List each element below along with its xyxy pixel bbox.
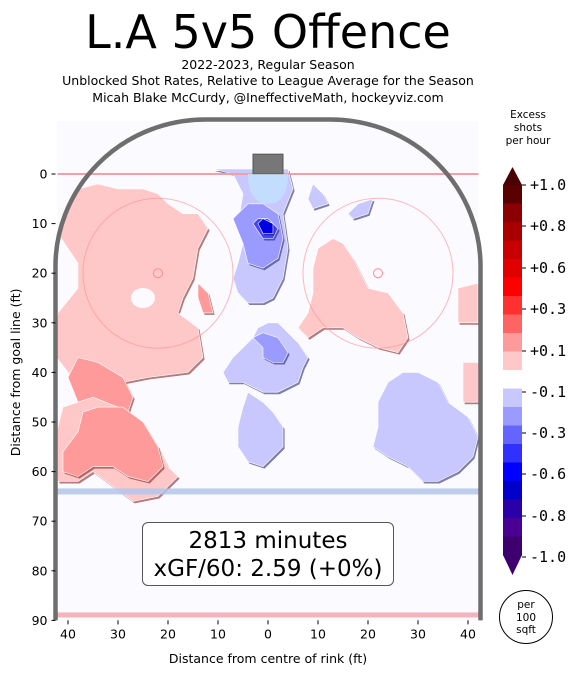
heatmap-region: [462, 362, 481, 403]
colorbar-swatch: [503, 425, 522, 445]
minutes-label: 2813 minutes: [188, 528, 348, 554]
axes: 40 30 20 10 0 10 20 30 40 0 10 20 30 40 50 60 70 80 90 Dist…: [8, 167, 476, 667]
x-tick-label: 20: [360, 626, 376, 641]
colorbar-swatch: [503, 185, 522, 204]
xgf-label: xGF/60: 2.59 (+0%): [153, 556, 383, 582]
colorbar-title-line: shots: [513, 122, 543, 134]
y-tick-label: 0: [40, 167, 48, 182]
colorbar-tick-label: -0.1: [530, 383, 566, 401]
colorbar-tick-label: +0.8: [530, 217, 566, 235]
colorbar-swatch: [503, 203, 522, 223]
red-line: [57, 612, 479, 618]
x-tick-label: 20: [160, 626, 176, 641]
summary-box: 2813 minutes xGF/60: 2.59 (+0%): [142, 522, 394, 586]
rink-markings: [53, 117, 483, 621]
x-tick-label: 10: [310, 626, 326, 641]
y-tick-label: 20: [32, 266, 48, 281]
x-tick-label: 40: [60, 626, 76, 641]
y-tick-label: 30: [32, 315, 48, 330]
heatmap-region: [232, 203, 284, 269]
heatmap-region: [347, 198, 374, 219]
colorbar-tick-label: +0.3: [530, 300, 566, 318]
heatmap-region: [297, 238, 409, 353]
colorbar-tick-label: +1.0: [530, 176, 566, 194]
y-tick-label: 60: [32, 464, 48, 479]
heatmap-regions: [55, 168, 481, 504]
colorbar-tick-label: +0.1: [530, 342, 566, 360]
colorbar-swatch: [503, 296, 522, 315]
colorbar-tick-label: -1.0: [530, 548, 566, 566]
colorbar-bottom-extend: [503, 555, 522, 575]
goal-crease: [248, 174, 288, 204]
subtitle-author: Micah Blake McCurdy, @IneffectiveMath, h…: [92, 90, 444, 105]
y-tick-label: 50: [32, 415, 48, 430]
heatmap-region: [307, 183, 329, 210]
colorbar-tick-label: -0.6: [530, 465, 566, 483]
x-tick-label: 40: [460, 626, 476, 641]
colorbar-title-line: Excess: [510, 109, 546, 121]
subtitle-description: Unblocked Shot Rates, Relative to League…: [62, 73, 474, 88]
scale-note-circle: per 100 sqft: [499, 590, 553, 644]
x-tick-label: 30: [110, 626, 126, 641]
colorbar-swatch: [503, 481, 522, 500]
colorbar-swatch: [503, 222, 522, 241]
y-tick-label: 10: [32, 216, 48, 231]
heatmap-hole: [131, 288, 155, 308]
y-tick-label: 70: [32, 514, 48, 529]
x-axis-label: Distance from centre of rink (ft): [169, 651, 367, 666]
scale-note-line: per: [517, 599, 535, 611]
colorbar-swatch: [503, 518, 522, 537]
colorbar-swatch: [503, 370, 522, 389]
colorbar-swatch: [503, 388, 522, 408]
subtitle-season: 2022-2023, Regular Season: [181, 57, 355, 72]
colorbar-swatch: [503, 499, 522, 519]
y-tick-label: 90: [32, 613, 48, 628]
scale-note-line: sqft: [516, 624, 536, 636]
colorbar-swatch: [503, 259, 522, 278]
heatmap-region: [252, 332, 289, 363]
x-tick-label: 30: [410, 626, 426, 641]
colorbar-swatch: [503, 462, 522, 482]
colorbar-swatch: [503, 240, 522, 260]
chart-title: L.A 5v5 Offence: [85, 5, 451, 59]
colorbar-title-line: per hour: [505, 135, 551, 147]
heatmap-region: [237, 391, 284, 467]
colorbar-tick-label: -0.8: [530, 507, 566, 525]
rink-boards: [53, 117, 483, 621]
heatmap-region: [457, 282, 479, 324]
heatmap-region: [372, 372, 479, 482]
colorbar-title: Excess shots per hour: [498, 109, 558, 148]
heatmap-region: [197, 282, 214, 314]
faceoff-dot: [373, 268, 383, 279]
scale-note-line: 100: [515, 611, 537, 624]
colorbar-swatch: [503, 333, 522, 352]
faceoff-circle: [302, 197, 454, 349]
colorbar-swatch: [503, 536, 522, 556]
blue-line: [57, 488, 479, 495]
faceoff-circle: [82, 197, 234, 349]
colorbar-tick-label: -0.3: [530, 424, 566, 442]
y-tick-label: 40: [32, 365, 48, 380]
colorbar: +1.0 +0.8 +0.6 +0.3 +0.1 -0.1 -0.3 -0.6 -0.8 -1.0: [503, 167, 566, 575]
y-axis-label: Distance from goal line (ft): [8, 289, 23, 457]
y-tick-label: 80: [32, 563, 48, 578]
faceoff-dot: [153, 268, 163, 279]
heatmap-region: [62, 406, 164, 482]
heatmap-region: [257, 218, 274, 234]
colorbar-swatch: [503, 314, 522, 334]
goal-net: [252, 153, 284, 175]
colorbar-swatch: [503, 277, 522, 297]
x-tick-label: 0: [264, 626, 272, 641]
colorbar-swatch: [503, 444, 522, 463]
colorbar-tick-label: +0.6: [530, 259, 566, 277]
colorbar-top-extend: [503, 167, 522, 185]
colorbar-swatch: [503, 407, 522, 426]
x-tick-label: 10: [210, 626, 226, 641]
colorbar-swatch: [503, 351, 522, 371]
